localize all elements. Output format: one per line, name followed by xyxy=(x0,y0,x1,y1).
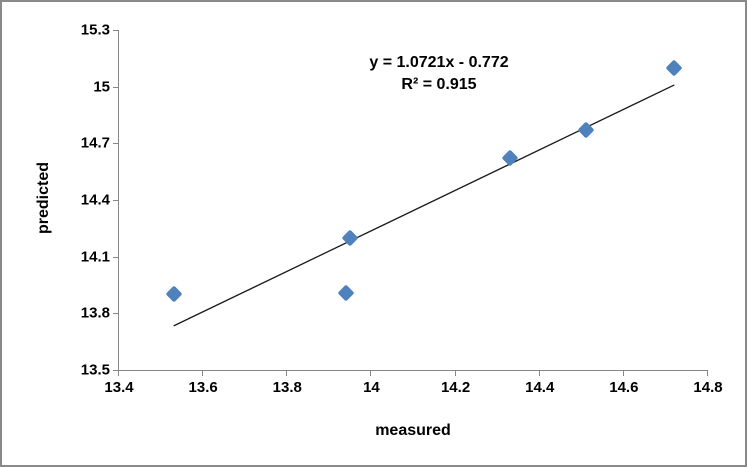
y-tick-label: 15 xyxy=(93,78,110,96)
x-tick-label: 13.8 xyxy=(272,379,302,396)
x-axis-tick xyxy=(707,371,708,376)
x-tick-label: 13.4 xyxy=(104,379,134,396)
x-tick-label: 14 xyxy=(363,379,380,396)
y-tick-label: 14.7 xyxy=(80,134,110,152)
x-tick-label: 13.6 xyxy=(188,379,218,396)
x-axis-tick xyxy=(202,371,204,376)
y-axis-tick xyxy=(113,86,118,88)
y-tick-label: 13.5 xyxy=(80,361,110,379)
y-axis-tick xyxy=(113,143,118,145)
plot-area: 13.4 13.6 13.8 14 14.2 14.4 14.6 14.8 13.5 13.8 14… xyxy=(81,22,723,397)
y-axis-tick xyxy=(113,370,118,371)
y-tick-label: 14.4 xyxy=(80,191,110,209)
y-axis-tick xyxy=(113,30,118,31)
x-axis-tick xyxy=(118,371,119,376)
trendline-svg xyxy=(173,84,675,327)
x-tick-label: 14.6 xyxy=(609,379,639,396)
x-tick-label: 14.2 xyxy=(440,379,471,396)
x-axis-tick xyxy=(454,371,456,376)
x-axis-tick xyxy=(622,371,624,376)
trendline-label: y = 1.0721x - 0.772 R² = 0.915 xyxy=(369,52,508,96)
y-axis-tick xyxy=(113,256,118,258)
trendline-equation: y = 1.0721x - 0.772 xyxy=(369,54,509,71)
x-axis-tick xyxy=(286,371,288,376)
y-tick-label: 15.3 xyxy=(80,21,110,39)
x-axis-tick xyxy=(370,371,372,376)
x-axis-title: measured xyxy=(375,422,451,439)
y-axis-tick xyxy=(113,313,118,315)
trendline xyxy=(173,84,675,327)
x-axis-tick xyxy=(538,371,540,376)
y-axis-tick xyxy=(113,200,118,201)
x-tick-label: 14.4 xyxy=(525,379,555,396)
y-tick-label: 13.8 xyxy=(80,304,110,322)
r-squared-value: R² = 0.915 xyxy=(401,76,477,93)
y-tick-label: 14.1 xyxy=(80,248,110,266)
x-tick-label: 14.8 xyxy=(693,379,723,396)
